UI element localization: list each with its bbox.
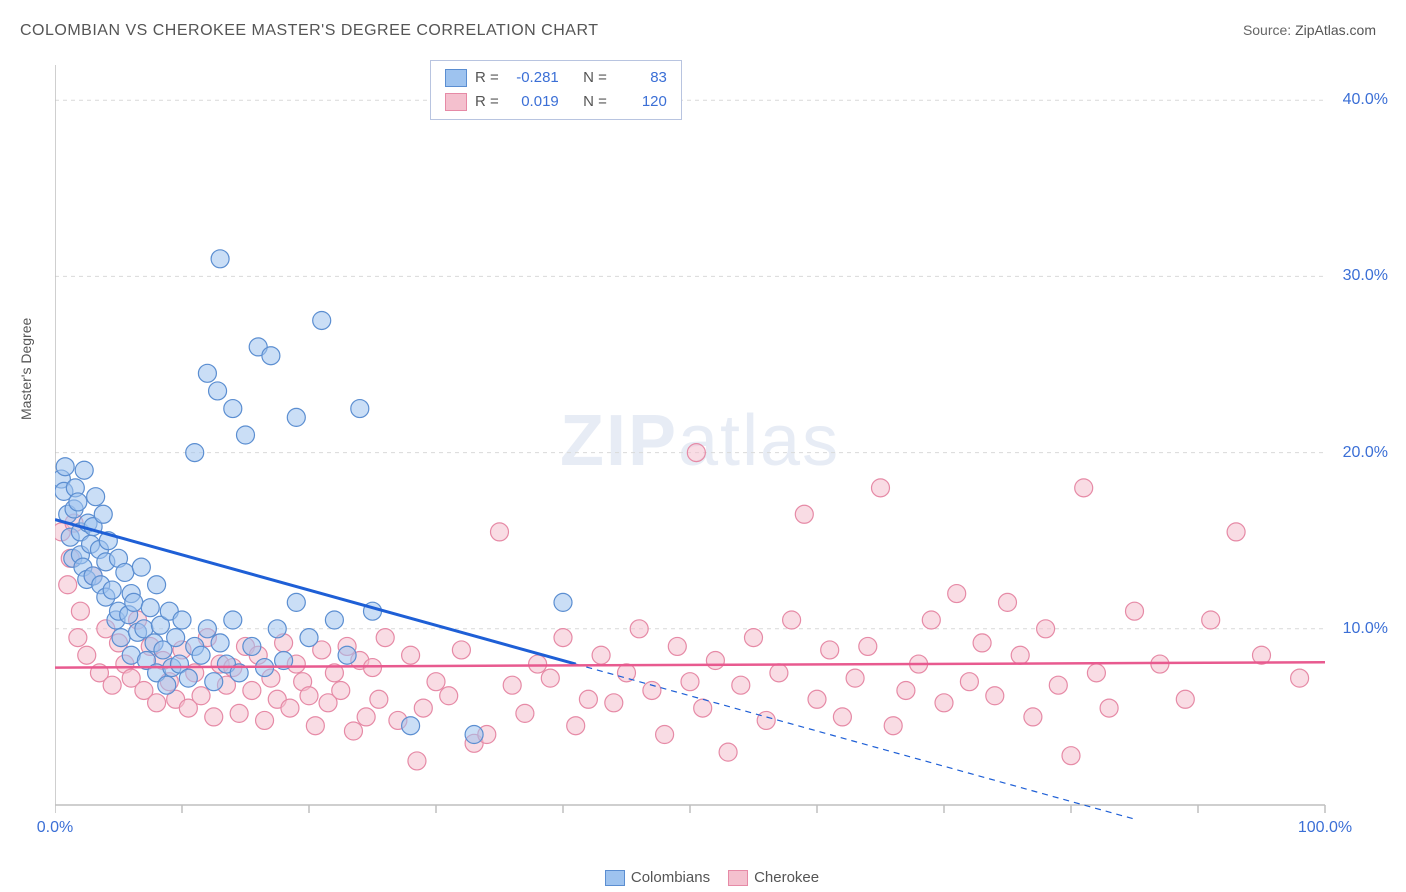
bottom-legend: Colombians Cherokee (0, 869, 1406, 886)
stats-n-value: 83 (615, 66, 667, 90)
chart-svg (55, 55, 1345, 825)
stats-r-label: R = (475, 66, 499, 90)
stats-n-label: N = (583, 66, 607, 90)
stats-legend: R = -0.281 N = 83 R = 0.019 N = 120 (430, 60, 682, 120)
legend-swatch (728, 870, 748, 886)
source-value: ZipAtlas.com (1295, 22, 1376, 38)
y-tick-label: 20.0% (1343, 444, 1388, 462)
source-attribution: Source: ZipAtlas.com (1243, 22, 1376, 38)
stats-r-label: R = (475, 90, 499, 114)
chart-title: COLOMBIAN VS CHEROKEE MASTER'S DEGREE CO… (20, 22, 599, 40)
stats-legend-row: R = 0.019 N = 120 (445, 90, 667, 114)
y-tick-label: 30.0% (1343, 267, 1388, 285)
stats-r-value: 0.019 (507, 90, 559, 114)
plot-area (55, 55, 1345, 825)
stats-legend-row: R = -0.281 N = 83 (445, 66, 667, 90)
stats-n-value: 120 (615, 90, 667, 114)
stats-r-value: -0.281 (507, 66, 559, 90)
legend-swatch (605, 870, 625, 886)
y-tick-label: 40.0% (1343, 91, 1388, 109)
x-tick-label: 0.0% (37, 819, 73, 837)
y-tick-label: 10.0% (1343, 620, 1388, 638)
stats-swatch (445, 93, 467, 111)
x-tick-label: 100.0% (1298, 819, 1352, 837)
y-axis-label: Master's Degree (18, 318, 34, 420)
legend-label: Cherokee (754, 869, 819, 886)
stats-n-label: N = (583, 90, 607, 114)
source-label: Source: (1243, 22, 1291, 38)
legend-label: Colombians (631, 869, 710, 886)
stats-swatch (445, 69, 467, 87)
